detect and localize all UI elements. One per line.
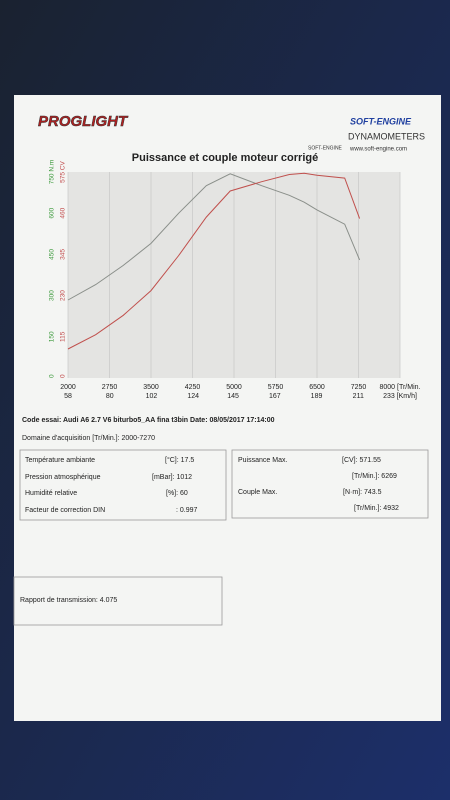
torque-rpm: [Tr/Min.]: 4932 bbox=[354, 505, 399, 512]
y-tick-label: 450 bbox=[49, 249, 56, 260]
y-tick-label: 750 N.m bbox=[49, 160, 56, 185]
x2-tick-label: 167 bbox=[269, 393, 281, 400]
y2-tick-label: 575 CV bbox=[60, 160, 67, 182]
x-tick-label: 7250 bbox=[351, 384, 367, 391]
series-line bbox=[67, 172, 361, 350]
x2-tick-label: 80 bbox=[106, 393, 114, 400]
x-tick-label: 8000 [Tr/Min. bbox=[380, 384, 421, 391]
test-info: Code essai: Audi A6 2.7 V6 biturbo5_AA f… bbox=[22, 417, 275, 424]
x2-tick-label: 211 bbox=[353, 393, 364, 400]
x-tick-label: 5750 bbox=[268, 384, 284, 391]
logo-small: SOFT-ENGINE bbox=[308, 145, 343, 151]
x-tick-label: 2000 bbox=[60, 384, 76, 391]
x2-tick-label: 189 bbox=[311, 393, 323, 400]
chart-title: Puissance et couple moteur corrigé bbox=[132, 152, 318, 164]
condition-label: Pression atmosphérique bbox=[25, 474, 101, 481]
torque-value: [N·m]: 743.5 bbox=[343, 489, 382, 496]
y-tick-label: 0 bbox=[49, 374, 56, 378]
logo-left: PROGLIGHT bbox=[38, 113, 129, 130]
power-value: [CV]: 571.55 bbox=[342, 457, 381, 464]
x2-tick-label: 102 bbox=[146, 393, 158, 400]
plot: 2000 2750 3500 4250 5000 5750 6500 7250 8000 [Tr… bbox=[49, 160, 421, 400]
condition-label: Facteur de correction DIN bbox=[25, 507, 105, 514]
condition-value: : 0.997 bbox=[176, 507, 198, 514]
x2-tick-label: 145 bbox=[227, 393, 239, 400]
x2-tick-label: 58 bbox=[64, 393, 72, 400]
results-box bbox=[231, 449, 429, 519]
x-tick-label: 2750 bbox=[102, 384, 118, 391]
x-tick-label: 5000 bbox=[226, 384, 242, 391]
y-tick-label: 600 bbox=[49, 207, 56, 218]
domain-info: Domaine d'acquisition [Tr/Min.]: 2000-72… bbox=[22, 435, 155, 442]
website: www.soft-engine.com bbox=[349, 147, 407, 153]
y2-tick-label: 0 bbox=[60, 374, 67, 378]
y2-tick-label: 115 bbox=[60, 331, 67, 342]
x-tick-label: 4250 bbox=[185, 384, 201, 391]
conditions-box bbox=[19, 449, 227, 521]
transmission: Rapport de transmission: 4.075 bbox=[20, 597, 117, 604]
power-label: Puissance Max. bbox=[238, 457, 287, 464]
condition-value: [°C]: 17.5 bbox=[165, 456, 194, 464]
condition-label: Humidité relative bbox=[25, 490, 77, 497]
condition-label: Température ambiante bbox=[25, 457, 95, 464]
condition-value: [%]: 60 bbox=[166, 490, 188, 497]
y-tick-label: 150 bbox=[49, 331, 56, 342]
x2-tick-label: 124 bbox=[187, 393, 199, 400]
x-tick-label: 3500 bbox=[143, 384, 159, 391]
y2-tick-label: 460 bbox=[60, 207, 67, 218]
condition-value: [mBar]: 1012 bbox=[152, 474, 192, 481]
torque-label: Couple Max. bbox=[238, 489, 277, 496]
y2-tick-label: 345 bbox=[60, 249, 67, 260]
x-tick-label: 6500 bbox=[309, 384, 325, 391]
y2-tick-label: 230 bbox=[60, 290, 67, 301]
series-line bbox=[67, 173, 361, 301]
power-rpm: [Tr/Min.]: 6269 bbox=[352, 473, 397, 480]
logo-right: SOFT-ENGINE bbox=[350, 116, 412, 126]
transmission-box bbox=[13, 576, 223, 626]
x2-tick-label: 233 [Km/h] bbox=[383, 393, 417, 400]
subtitle: DYNAMOMETERS bbox=[348, 131, 425, 141]
y-tick-label: 300 bbox=[49, 290, 56, 301]
